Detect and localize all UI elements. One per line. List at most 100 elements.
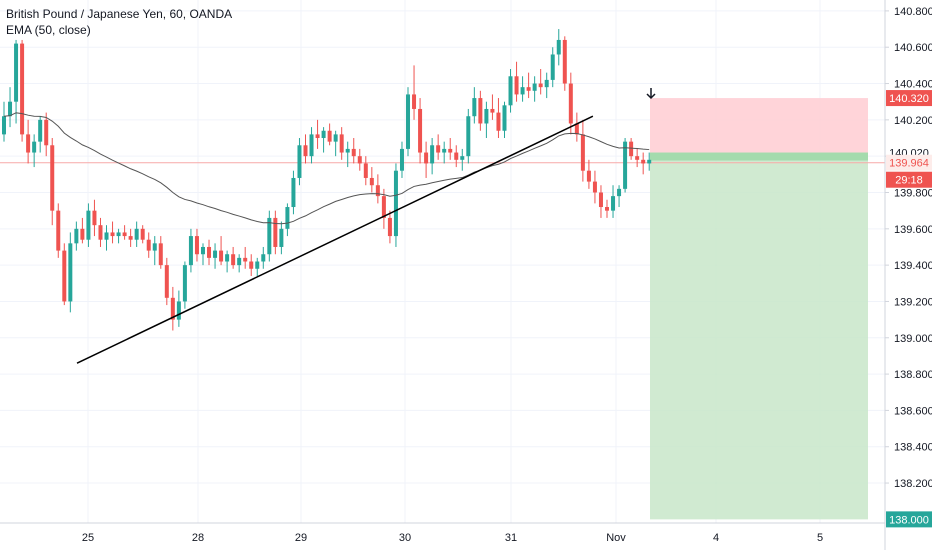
- candle-body: [267, 217, 272, 255]
- x-tick-label: 30: [399, 532, 411, 544]
- candle-body: [80, 228, 85, 240]
- candle-body: [74, 228, 79, 244]
- candle-body: [412, 94, 417, 109]
- candle-body: [243, 257, 248, 262]
- candle-body: [647, 159, 652, 164]
- candle-body: [104, 232, 109, 240]
- candle-body: [98, 225, 103, 240]
- candle-body: [526, 87, 531, 91]
- candle-body: [472, 98, 477, 117]
- candle-body: [291, 177, 296, 208]
- candle-body: [152, 243, 157, 251]
- candle-body: [237, 257, 242, 266]
- candle-body: [339, 134, 344, 153]
- x-tick-label: 29: [295, 532, 307, 544]
- y-tick-label: 138.400: [894, 442, 932, 454]
- x-tick-label: Nov: [606, 532, 626, 544]
- candle-body: [641, 159, 646, 164]
- candle-body: [550, 54, 555, 80]
- y-tick-label: 139.000: [894, 333, 932, 345]
- candle-body: [231, 254, 236, 266]
- candle-body: [327, 130, 332, 142]
- candle-body: [514, 76, 519, 95]
- y-tick-label: 138.800: [894, 369, 932, 381]
- candle-body: [249, 261, 254, 269]
- candle-body: [333, 134, 338, 142]
- candle-body: [436, 145, 441, 153]
- candle-body: [574, 123, 579, 135]
- candle-body: [158, 243, 163, 266]
- candle-body: [586, 170, 591, 182]
- candle-body: [285, 207, 290, 229]
- x-tick-label: 31: [505, 532, 517, 544]
- candle-body: [140, 228, 145, 240]
- candle-body: [116, 232, 121, 237]
- candle-body: [351, 148, 356, 157]
- candle-body: [454, 152, 459, 160]
- candle-body: [502, 105, 507, 131]
- candle-body: [219, 250, 224, 262]
- y-tick-label: 138.600: [894, 405, 932, 417]
- candle-body: [544, 79, 549, 88]
- candle-body: [568, 83, 573, 124]
- candle-body: [532, 83, 537, 91]
- entry-band: [650, 152, 868, 161]
- candle-body: [8, 101, 13, 117]
- candle-body: [592, 181, 597, 193]
- candle-body: [207, 246, 212, 258]
- candle-body: [92, 210, 97, 226]
- y-tick-label: 139.200: [894, 296, 932, 308]
- take-profit-zone: [650, 152, 868, 520]
- candle-body: [134, 228, 139, 240]
- candle-body: [200, 246, 205, 255]
- candle-body: [478, 98, 483, 124]
- candle-body: [387, 217, 392, 237]
- candle-body: [399, 148, 404, 171]
- candle-body: [556, 39, 561, 55]
- candle-body: [611, 196, 616, 211]
- candle-body: [315, 134, 320, 139]
- candle-body: [225, 254, 230, 262]
- x-tick-label: 25: [82, 532, 94, 544]
- target-price-label: 138.000: [889, 514, 929, 526]
- y-tick-label: 139.400: [894, 260, 932, 272]
- candle-body: [484, 108, 489, 124]
- candle-body: [635, 156, 640, 160]
- candle-body: [255, 261, 260, 269]
- down-arrow-icon: [646, 88, 656, 100]
- stop-price-label: 140.320: [889, 93, 929, 105]
- candle-body: [605, 207, 609, 211]
- symbol-title: British Pound / Japanese Yen, 60, OANDA: [6, 7, 233, 21]
- candle-body: [424, 152, 429, 164]
- candle-body: [460, 156, 465, 160]
- candle-body: [182, 265, 187, 302]
- target-price-badge: [886, 511, 932, 528]
- candle-body: [14, 43, 19, 102]
- candle-body: [62, 250, 67, 302]
- candle-body: [623, 141, 628, 189]
- candle-body: [213, 250, 218, 258]
- candle-body: [309, 134, 314, 157]
- candle-body: [490, 108, 495, 113]
- candle-body: [520, 87, 525, 95]
- candle-body: [2, 116, 6, 135]
- candle-body: [44, 119, 49, 146]
- candle-body: [496, 112, 501, 131]
- stop-price-badge: [886, 90, 932, 107]
- candle-body: [580, 134, 585, 171]
- chart-legend: British Pound / Japanese Yen, 60, OANDA …: [6, 6, 232, 38]
- y-tick-label: 140.800: [894, 6, 932, 18]
- candle-body: [442, 148, 447, 153]
- y-tick-label: 139.800: [894, 187, 932, 199]
- y-tick-label: 140.200: [894, 115, 932, 127]
- last-price-badge: [886, 154, 932, 171]
- candle-body: [321, 130, 326, 139]
- candle-body: [617, 188, 622, 197]
- candle-body: [170, 297, 175, 320]
- x-tick-label: 4: [713, 532, 719, 544]
- trendline: [76, 115, 594, 364]
- candle-body: [369, 177, 374, 186]
- candle-body: [297, 145, 302, 178]
